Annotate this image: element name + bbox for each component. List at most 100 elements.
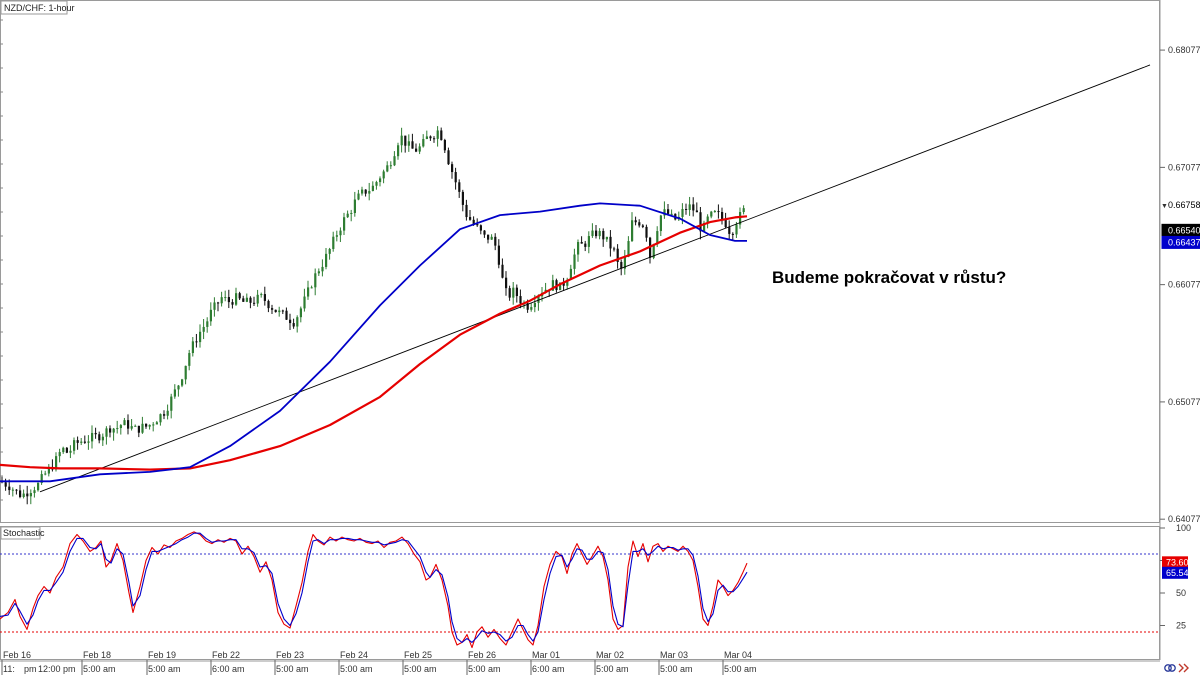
candle xyxy=(605,236,608,242)
candle xyxy=(303,288,306,312)
candle xyxy=(483,230,486,238)
price-marker: ▼ xyxy=(1161,203,1168,210)
stochastic-tag: 73.60 xyxy=(1162,556,1189,569)
stochastic-tick-label: 100 xyxy=(1176,523,1191,533)
candle xyxy=(83,435,86,444)
candle xyxy=(116,420,119,434)
date-label: Feb 18 xyxy=(83,650,111,660)
candle xyxy=(508,285,511,301)
candle xyxy=(609,230,612,257)
candle xyxy=(80,437,83,446)
candle xyxy=(58,448,61,463)
candle xyxy=(217,301,220,312)
candle xyxy=(512,281,515,305)
candle xyxy=(123,417,126,426)
candle xyxy=(134,424,137,427)
date-label: Feb 19 xyxy=(148,650,176,660)
candle xyxy=(429,135,432,141)
candle xyxy=(731,232,734,240)
candle xyxy=(227,289,230,309)
candle xyxy=(379,176,382,187)
candle xyxy=(184,365,187,385)
candle xyxy=(433,136,436,143)
candle xyxy=(530,302,533,312)
price-tick-label: 0.68077 xyxy=(1168,45,1200,55)
candle xyxy=(386,161,389,173)
candle xyxy=(742,205,745,215)
time-label: 5:00 am xyxy=(276,664,309,674)
date-label: Feb 25 xyxy=(404,650,432,660)
candle xyxy=(440,127,443,141)
candle xyxy=(231,299,234,309)
time-label: 5:00 am xyxy=(660,664,693,674)
candle xyxy=(292,318,295,329)
candle xyxy=(404,135,407,153)
candle xyxy=(703,220,706,232)
candle xyxy=(627,236,630,258)
chart-title-box xyxy=(0,0,68,15)
candle xyxy=(278,306,281,317)
candle xyxy=(411,133,414,149)
candle xyxy=(461,189,464,212)
candle xyxy=(19,484,22,499)
candle xyxy=(94,427,97,439)
candle xyxy=(393,151,396,167)
candle xyxy=(400,127,403,153)
candle xyxy=(425,130,428,140)
candle xyxy=(699,206,702,240)
candle xyxy=(454,167,457,190)
axes: 0.64077 0.65077 0.66077 0.67077 0.68077 25 50 7… xyxy=(0,19,1200,675)
candle xyxy=(685,203,688,215)
candle xyxy=(497,239,500,269)
main-panel xyxy=(0,0,1160,523)
candle xyxy=(206,317,209,333)
candle xyxy=(407,134,410,152)
time-label: 5:00 am xyxy=(148,664,181,674)
candle xyxy=(721,207,724,225)
candle xyxy=(112,427,115,441)
candle xyxy=(368,182,371,201)
candle xyxy=(659,214,662,236)
candle xyxy=(641,224,644,229)
candle xyxy=(335,230,338,242)
candle xyxy=(249,296,252,309)
candle xyxy=(620,259,623,276)
stochastic-tick-label: 25 xyxy=(1176,621,1186,631)
time-label: 5:00 am xyxy=(83,664,116,674)
candle xyxy=(638,219,641,228)
time-label: 5:00 am xyxy=(468,664,501,674)
candle xyxy=(422,134,425,148)
candle xyxy=(346,210,349,218)
candle xyxy=(256,289,259,307)
candle xyxy=(667,204,670,216)
candle xyxy=(101,433,104,446)
date-label: Feb 26 xyxy=(468,650,496,660)
candle xyxy=(274,309,277,313)
candle xyxy=(130,418,133,431)
double-chevron-right-icon[interactable] xyxy=(1178,663,1189,673)
candle xyxy=(260,292,263,298)
stochastic-tag-label: 65.54 xyxy=(1166,568,1189,578)
stochastic-title-box xyxy=(0,526,41,540)
link-icon[interactable] xyxy=(1164,664,1176,672)
trendline xyxy=(39,64,1151,493)
candle xyxy=(494,233,497,251)
time-label: pm xyxy=(24,664,37,674)
moving-average-red xyxy=(0,215,748,471)
stochastic-d-line xyxy=(0,532,748,643)
candle xyxy=(382,169,385,184)
candle xyxy=(105,426,108,445)
candle xyxy=(127,414,130,435)
candle xyxy=(253,296,256,307)
candle xyxy=(361,186,364,196)
candle xyxy=(220,291,223,307)
stochastic-title: Stochastic xyxy=(3,528,45,538)
time-label: 5:00 am xyxy=(596,664,629,674)
candle xyxy=(145,423,148,429)
time-label: 6:00 am xyxy=(532,664,565,674)
candle xyxy=(37,480,40,492)
candle xyxy=(299,306,302,323)
time-label: 6:00 am xyxy=(212,664,245,674)
candle xyxy=(735,221,738,238)
